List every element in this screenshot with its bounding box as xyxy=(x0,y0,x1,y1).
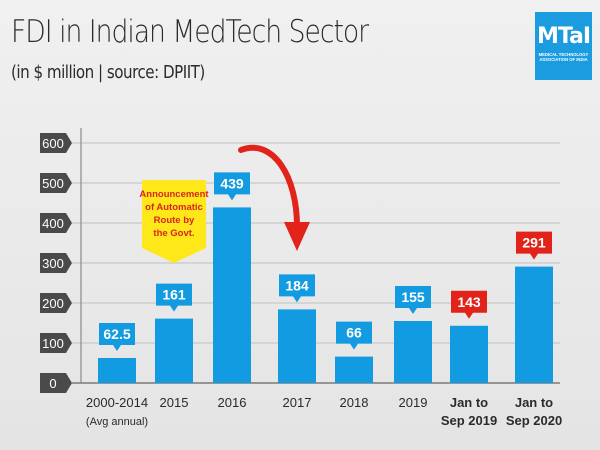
bar xyxy=(278,309,316,383)
x-tick-sublabel: (Avg annual) xyxy=(86,416,148,428)
logo-line1: MEDICAL TECHNOLOGY xyxy=(538,52,589,57)
annotation-text: Announcement xyxy=(139,189,209,200)
trend-arrow-head xyxy=(284,222,310,251)
mtai-logo: MTaI MEDICAL TECHNOLOGY ASSOCIATION OF I… xyxy=(535,12,592,80)
logo-line2: ASSOCIATION OF INDIA xyxy=(539,57,588,62)
value-label-box xyxy=(214,172,250,201)
annotation-text: the Govt. xyxy=(153,228,194,239)
value-label: 439 xyxy=(220,175,244,191)
x-axis-labels: 2000-2014 (Avg annual) 2015 2016 2017 2018 201… xyxy=(86,395,562,428)
y-tick-box xyxy=(40,213,72,233)
y-tick-box xyxy=(40,173,72,193)
x-tick-label: 2018 xyxy=(340,395,369,410)
value-label: 66 xyxy=(346,325,362,341)
bar xyxy=(213,207,251,383)
value-label: 143 xyxy=(457,294,481,310)
x-tick-label: 2017 xyxy=(283,395,312,410)
chart-subtitle: (in $ million | source: DPIIT) xyxy=(11,62,205,83)
x-tick-label: 2000-2014 xyxy=(86,395,148,410)
y-axis-ticks: 0 100 200 300 400 500 600 xyxy=(40,133,72,393)
value-label-box xyxy=(99,323,135,351)
bar xyxy=(155,318,193,383)
y-tick-box xyxy=(40,373,72,393)
value-label: 161 xyxy=(162,287,186,303)
x-tick-label: Jan to xyxy=(450,395,488,410)
y-tick-box xyxy=(40,253,72,273)
value-labels: 62.5 161 439 184 66 155 143 291 xyxy=(99,172,552,351)
annotation-text: of Automatic xyxy=(145,202,203,213)
bar xyxy=(515,266,553,383)
y-tick-label: 400 xyxy=(42,216,64,231)
x-tick-sublabel: Sep 2020 xyxy=(506,413,562,428)
value-label-box xyxy=(156,283,192,312)
y-tick-label: 600 xyxy=(42,136,64,151)
y-tick-box xyxy=(40,293,72,313)
chart-title: FDI in Indian MedTech Sector xyxy=(11,14,369,50)
trend-arrow xyxy=(238,144,301,233)
value-label-box xyxy=(451,290,487,319)
y-tick-label: 300 xyxy=(42,256,64,271)
value-label-box xyxy=(395,286,431,314)
bar xyxy=(335,356,373,383)
y-tick-label: 100 xyxy=(42,336,64,351)
bar xyxy=(98,358,136,383)
x-tick-label: 2019 xyxy=(399,395,428,410)
bars xyxy=(98,207,553,383)
bar xyxy=(394,321,432,383)
value-label-box xyxy=(516,231,552,260)
x-tick-label: 2016 xyxy=(218,395,247,410)
value-label: 62.5 xyxy=(103,326,130,342)
x-tick-sublabel: Sep 2019 xyxy=(441,413,497,428)
bar xyxy=(450,325,488,383)
value-label-box xyxy=(336,321,372,350)
x-tick-label: 2015 xyxy=(160,395,189,410)
logo-mark: MTaI xyxy=(536,24,591,49)
y-tick-label: 200 xyxy=(42,296,64,311)
x-tick-label: Jan to xyxy=(515,395,553,410)
annotation-text: Route by xyxy=(154,215,195,226)
y-tick-box xyxy=(40,333,72,353)
y-tick-label: 0 xyxy=(49,376,56,391)
value-label-box xyxy=(279,274,315,303)
annotation-callout xyxy=(142,180,206,263)
y-tick-label: 500 xyxy=(42,176,64,191)
value-label: 184 xyxy=(285,277,309,293)
value-label: 291 xyxy=(522,235,546,251)
y-tick-box xyxy=(40,133,72,153)
annotations: Announcement of Automatic Route by the Govt… xyxy=(139,144,310,263)
value-label: 155 xyxy=(401,289,425,305)
